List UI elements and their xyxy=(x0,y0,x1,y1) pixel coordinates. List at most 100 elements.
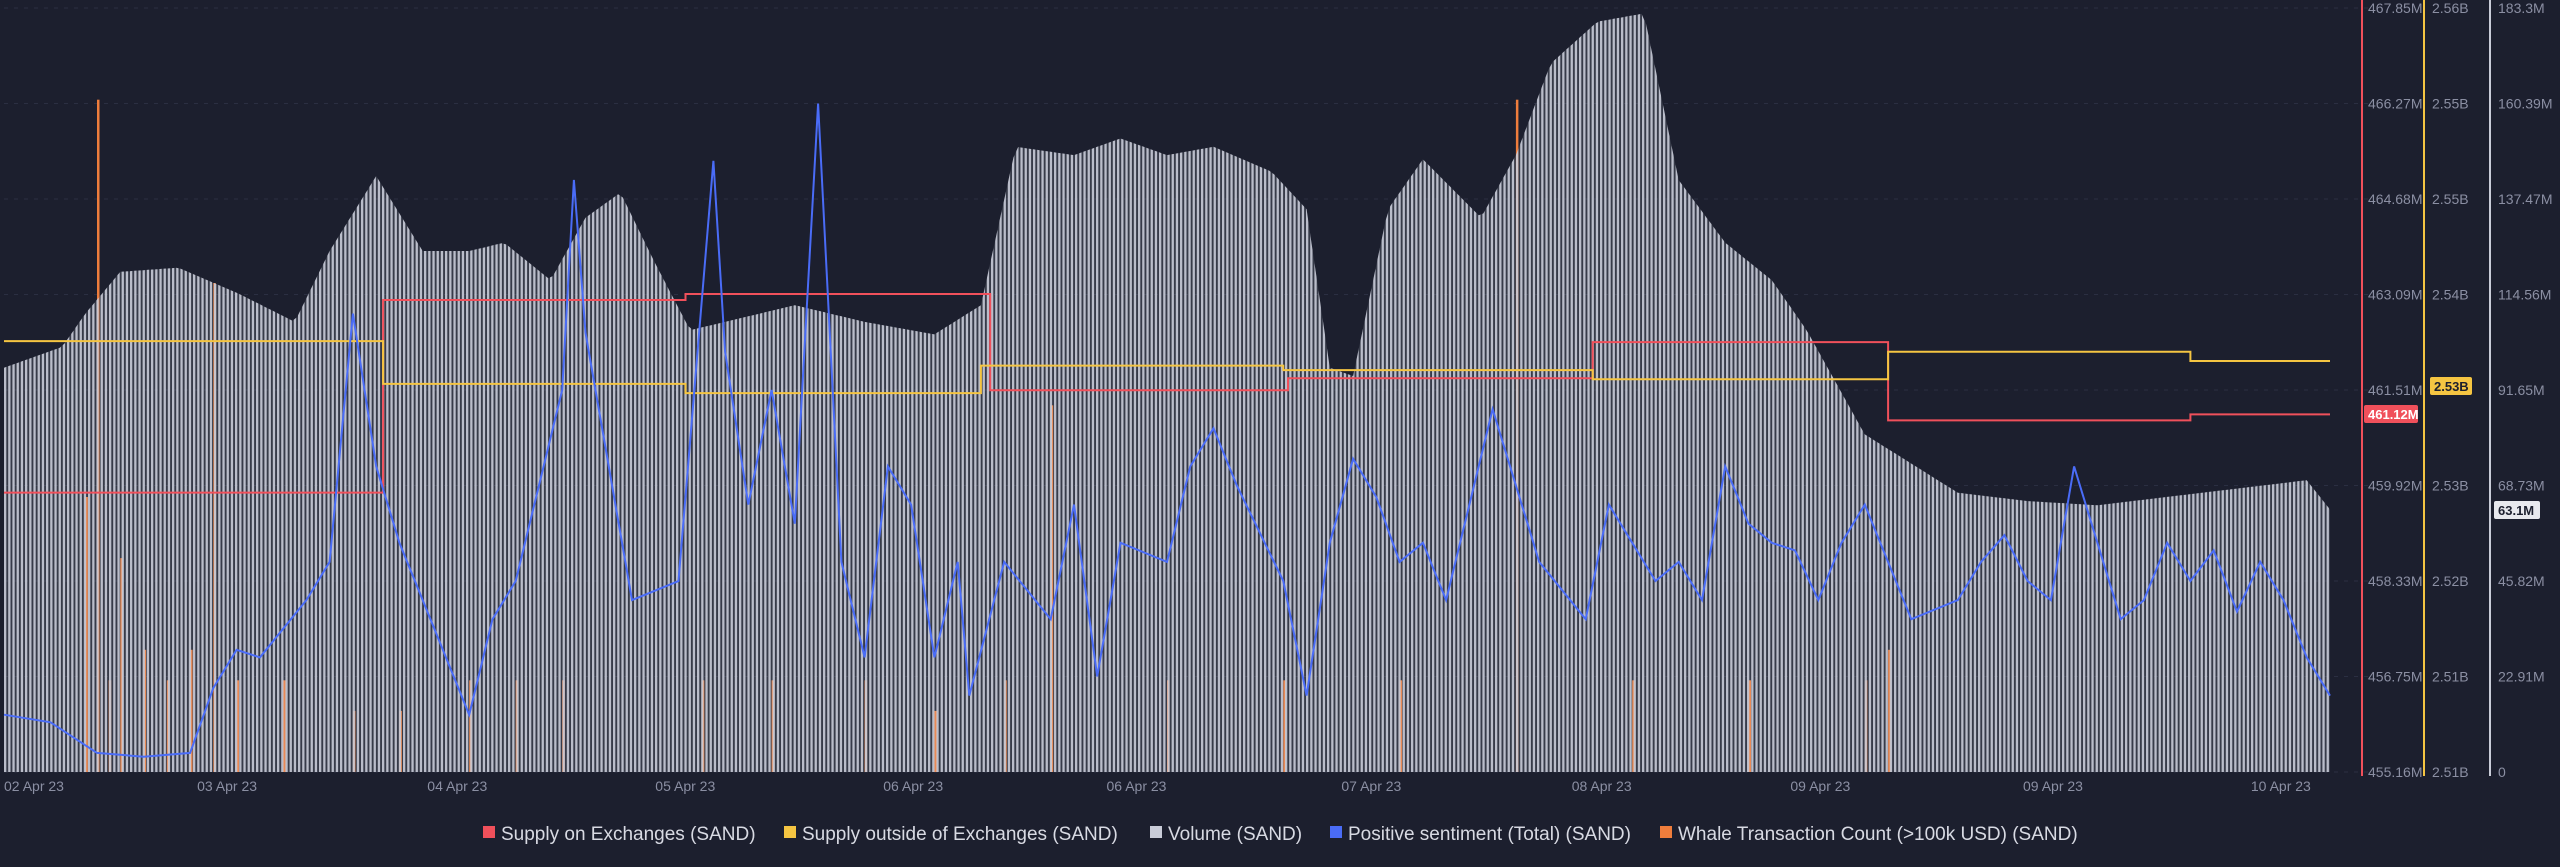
volume-bar xyxy=(650,13,654,772)
volume-bar xyxy=(1104,13,1107,772)
volume-bar xyxy=(1835,13,1838,772)
x-tick-label: 06 Apr 23 xyxy=(883,778,943,794)
volume-bar xyxy=(75,13,78,772)
volume-bar xyxy=(642,13,645,772)
volume-bar xyxy=(1293,13,1296,772)
volume-bar xyxy=(592,13,595,772)
volume-bar xyxy=(1058,13,1061,772)
volume-bar xyxy=(1331,13,1334,772)
volume-bar xyxy=(1259,13,1263,772)
volume-bar xyxy=(1549,13,1552,772)
volume-bar xyxy=(508,13,511,772)
volume-tick-label: 137.47M xyxy=(2498,191,2552,207)
x-tick-label: 06 Apr 23 xyxy=(1107,778,1167,794)
legend-label: Supply on Exchanges (SAND) xyxy=(501,824,756,845)
supply_out-tick-label: 2.55B xyxy=(2432,96,2469,112)
volume-bar xyxy=(550,13,553,772)
volume-bar xyxy=(608,13,612,772)
volume-bar xyxy=(1411,13,1414,772)
supply_on-tick-label: 461.51M xyxy=(2368,382,2422,398)
volume-bar xyxy=(617,13,620,772)
volume-bar xyxy=(1390,13,1393,772)
volume-bar xyxy=(571,13,574,772)
volume-bar xyxy=(634,13,637,772)
volume-bar xyxy=(533,13,536,772)
volume-bar xyxy=(1625,13,1628,772)
volume-bar xyxy=(209,13,213,772)
volume-bar xyxy=(1184,13,1187,772)
volume-bar xyxy=(529,13,532,772)
volume-bar xyxy=(1432,13,1435,772)
volume-bar xyxy=(1826,13,1830,772)
volume-bar xyxy=(121,13,124,772)
volume-bar xyxy=(1780,13,1783,772)
volume-bar xyxy=(306,13,309,772)
volume-bar xyxy=(453,13,456,772)
volume-bar xyxy=(1163,13,1166,772)
volume-bar xyxy=(1373,13,1376,772)
volume-bar xyxy=(1049,13,1053,772)
x-tick-label: 08 Apr 23 xyxy=(1572,778,1632,794)
volume-bar xyxy=(1734,13,1737,772)
volume-bar xyxy=(545,13,549,772)
volume-bar xyxy=(1226,13,1229,772)
volume-bar xyxy=(8,13,11,772)
volume-bar xyxy=(277,13,280,772)
volume-bar xyxy=(235,13,238,772)
whale-bar xyxy=(85,497,88,772)
volume-bar xyxy=(524,13,528,772)
volume-bar xyxy=(46,13,49,772)
volume-bar xyxy=(1528,13,1531,772)
volume-bar xyxy=(394,13,397,772)
volume-bar xyxy=(1327,13,1330,772)
volume-bar xyxy=(503,13,507,772)
volume-bar xyxy=(58,13,61,772)
volume-bar xyxy=(1402,13,1405,772)
volume-bar xyxy=(1016,13,1019,772)
volume-bar xyxy=(1234,13,1237,772)
volume-bar xyxy=(100,13,103,772)
volume-bar xyxy=(130,13,133,772)
volume-bar xyxy=(1705,13,1708,772)
volume-bar xyxy=(1742,13,1746,772)
volume-current-badge-bg xyxy=(2494,501,2540,519)
volume-bar xyxy=(461,13,465,772)
volume-bar xyxy=(1776,13,1779,772)
x-tick-label: 07 Apr 23 xyxy=(1341,778,1401,794)
volume-bar xyxy=(1839,13,1842,772)
volume-bar xyxy=(1616,13,1620,772)
volume-bar xyxy=(1444,13,1447,772)
supply_on-tick-label: 459.92M xyxy=(2368,478,2422,494)
volume-bar xyxy=(1747,13,1750,772)
volume-bar xyxy=(285,13,288,772)
volume-bar xyxy=(1096,13,1099,772)
volume-bar xyxy=(201,13,204,772)
volume-bar xyxy=(1108,13,1111,772)
volume-bar xyxy=(214,13,217,772)
whale-bar xyxy=(934,710,937,772)
volume-bar xyxy=(302,13,305,772)
volume-bar xyxy=(1583,13,1586,772)
volume-bar xyxy=(125,13,129,772)
volume-bar xyxy=(621,13,624,772)
volume-bar xyxy=(247,13,250,772)
volume-bar xyxy=(256,13,259,772)
whale-bar xyxy=(1888,649,1891,772)
volume-bar xyxy=(474,13,477,772)
volume-bar xyxy=(1121,13,1124,772)
volume-bar xyxy=(470,13,473,772)
legend-label: Whale Transaction Count (>100k USD) (SAN… xyxy=(1678,824,2078,845)
legend-label: Positive sentiment (Total) (SAND) xyxy=(1348,824,1631,845)
volume-bar xyxy=(1793,13,1796,772)
volume-bar xyxy=(1608,13,1611,772)
volume-bar xyxy=(348,13,351,772)
volume-bar xyxy=(1562,13,1565,772)
volume-bar xyxy=(1713,13,1716,772)
volume-bar xyxy=(1154,13,1158,772)
supply_on-tick-label: 463.09M xyxy=(2368,287,2422,303)
volume-tick-label: 114.56M xyxy=(2498,287,2551,303)
volume-bar xyxy=(1646,13,1649,772)
volume-bar xyxy=(1440,13,1443,772)
volume-bar xyxy=(999,13,1002,772)
